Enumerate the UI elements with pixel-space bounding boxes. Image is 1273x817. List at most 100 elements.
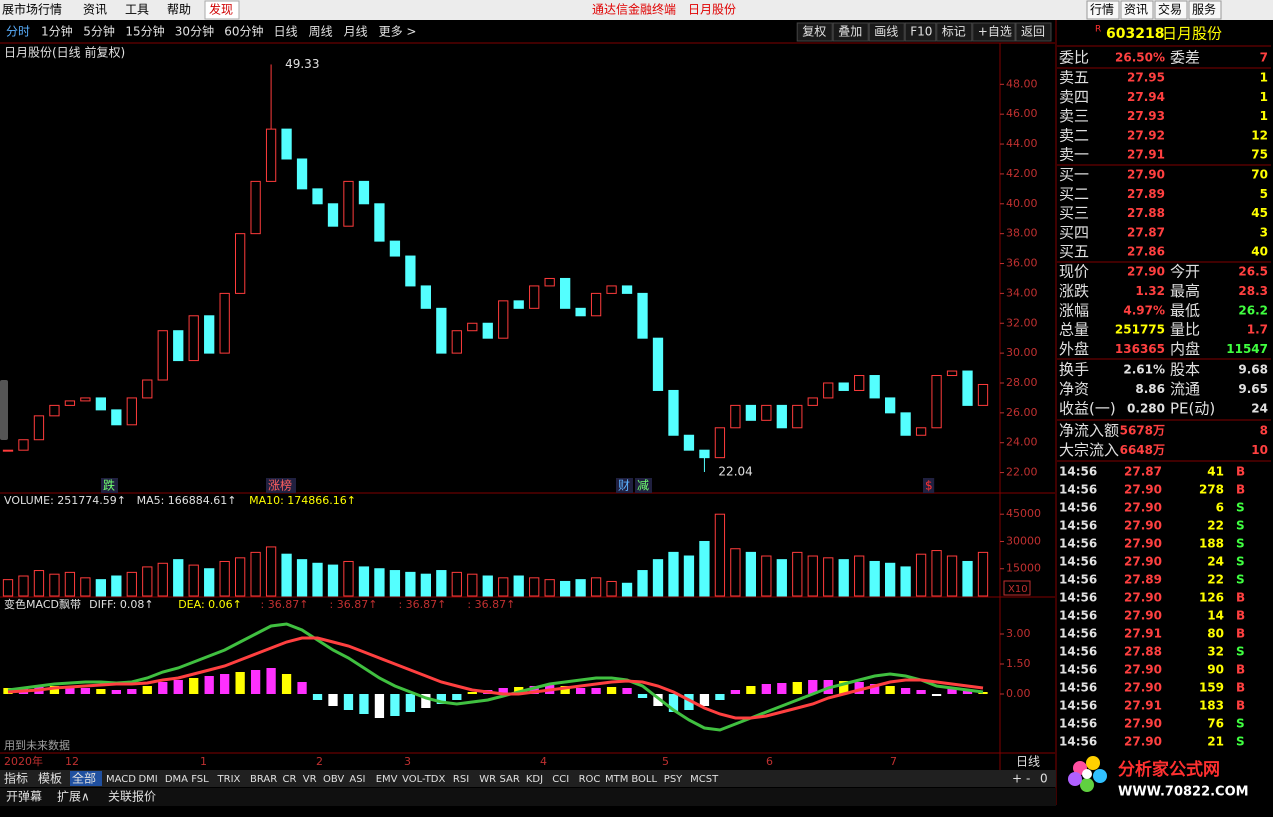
indicator-tab[interactable]: WR bbox=[479, 774, 496, 785]
tool-button[interactable] bbox=[868, 22, 905, 42]
tool-button-label[interactable]: 标记 bbox=[942, 25, 966, 39]
menu-item[interactable]: 帮助 bbox=[167, 3, 191, 17]
trade-side: S bbox=[1236, 573, 1245, 587]
event-marker[interactable]: 跌 bbox=[103, 478, 115, 493]
menu-button[interactable] bbox=[1188, 0, 1222, 20]
indicator-tab[interactable]: ASI bbox=[349, 774, 365, 785]
volume-bar bbox=[64, 571, 76, 597]
menu-button-label[interactable]: 资讯 bbox=[1124, 3, 1148, 17]
period-tab[interactable]: 更多 > bbox=[379, 25, 417, 39]
indicator-tab[interactable]: VR bbox=[303, 774, 317, 785]
indicator-tab[interactable]: FSL bbox=[191, 774, 209, 785]
indicator-tab[interactable]: ROC bbox=[579, 774, 601, 785]
indicator-tab[interactable]: TRIX bbox=[217, 774, 241, 785]
logo-title: 分析家公式网 bbox=[1118, 759, 1220, 780]
tool-button-label[interactable]: 叠加 bbox=[838, 25, 862, 39]
period-tab[interactable]: 15分钟 bbox=[125, 24, 164, 39]
tool-button[interactable] bbox=[1015, 22, 1052, 42]
footer-button[interactable]: 开弹幕 bbox=[6, 790, 42, 804]
footer-button[interactable]: 扩展∧ bbox=[57, 790, 90, 804]
indicator-tab[interactable]: PSY bbox=[664, 774, 683, 785]
zoom-button[interactable]: + bbox=[1012, 772, 1022, 786]
period-tab[interactable]: 分时 bbox=[6, 25, 30, 39]
indicator-tab[interactable]: RSI bbox=[453, 774, 469, 785]
event-marker[interactable]: 减 bbox=[637, 479, 649, 493]
volume-bar bbox=[95, 579, 107, 597]
quote-value: 27.86 bbox=[1127, 245, 1165, 259]
menu-item[interactable]: 发现 bbox=[209, 2, 233, 17]
volume-bar bbox=[33, 570, 45, 597]
menu-button-label[interactable]: 行情 bbox=[1090, 3, 1114, 17]
tool-button-label[interactable]: +自选 bbox=[978, 25, 1012, 39]
event-marker[interactable]: 财 bbox=[618, 479, 630, 493]
quote-value: 8 bbox=[1260, 424, 1268, 438]
tool-button[interactable] bbox=[904, 22, 937, 42]
quote-label: 大宗流入 bbox=[1059, 441, 1119, 459]
macd-bar bbox=[746, 686, 756, 694]
side-handle[interactable] bbox=[0, 380, 8, 440]
indicator-tab[interactable]: BRAR bbox=[250, 774, 277, 785]
indicator-tab[interactable]: 指标 bbox=[4, 771, 28, 786]
macd-bar bbox=[885, 686, 895, 694]
footer-button[interactable]: 关联报价 bbox=[108, 789, 156, 804]
tool-button-label[interactable]: F10 bbox=[910, 25, 932, 39]
menu-button[interactable] bbox=[1154, 0, 1188, 20]
indicator-tab[interactable]: OBV bbox=[323, 774, 344, 785]
indicator-tab[interactable]: VOL-TDX bbox=[402, 774, 445, 785]
period-tab[interactable]: 月线 bbox=[344, 25, 368, 39]
tool-button[interactable] bbox=[796, 22, 833, 42]
y-tick-label: 40.00 bbox=[1006, 197, 1038, 210]
indicator-tab[interactable]: EMV bbox=[376, 774, 398, 785]
tool-button-label[interactable]: 复权 bbox=[802, 25, 826, 39]
period-tab[interactable]: 60分钟 bbox=[224, 24, 263, 39]
candle bbox=[668, 389, 679, 436]
tool-button[interactable] bbox=[936, 22, 973, 42]
tool-button[interactable] bbox=[972, 22, 1016, 42]
event-marker[interactable]: 涨榜 bbox=[268, 478, 292, 493]
menu-button[interactable] bbox=[1086, 0, 1120, 20]
trade-side: B bbox=[1236, 465, 1245, 479]
menu-item[interactable]: 资讯 bbox=[83, 3, 107, 17]
indicator-tab[interactable]: CR bbox=[283, 774, 297, 785]
quote-value: 9.65 bbox=[1238, 382, 1268, 396]
period-tab[interactable]: 周线 bbox=[309, 25, 333, 39]
menu-button-label[interactable]: 交易 bbox=[1158, 2, 1182, 17]
zoom-button[interactable]: - bbox=[1026, 772, 1030, 786]
period-tab[interactable]: 30分钟 bbox=[175, 24, 214, 39]
tool-button[interactable] bbox=[832, 22, 869, 42]
macd-bar bbox=[158, 682, 168, 694]
period-tab[interactable]: 5分钟 bbox=[83, 24, 115, 39]
menu-item[interactable]: 工具 bbox=[125, 3, 149, 17]
indicator-tab[interactable]: CCI bbox=[552, 774, 569, 785]
indicator-tab[interactable]: SAR bbox=[500, 774, 520, 785]
macd-bar bbox=[808, 680, 818, 694]
trade-side: S bbox=[1236, 537, 1245, 551]
indicator-tab[interactable]: BOLL bbox=[631, 774, 657, 785]
menu-item[interactable]: 展市场行情 bbox=[2, 2, 62, 17]
indicator-tab[interactable]: MACD bbox=[106, 774, 136, 785]
indicator-tab[interactable]: 全部 bbox=[72, 771, 96, 786]
indicator-tab[interactable]: MCST bbox=[690, 774, 719, 785]
period-tab[interactable]: 1分钟 bbox=[41, 24, 73, 39]
indicator-tab[interactable]: 模板 bbox=[38, 772, 62, 786]
trade-side: S bbox=[1236, 717, 1245, 731]
indicator-label: MA5: 166884.61↑ bbox=[137, 494, 237, 507]
tool-button-label[interactable]: 画线 bbox=[874, 25, 898, 39]
indicator-tab[interactable]: KDJ bbox=[526, 774, 543, 785]
y-tick-label: 22.00 bbox=[1006, 466, 1038, 479]
menu-button-label[interactable]: 服务 bbox=[1192, 2, 1216, 17]
volume-bar bbox=[80, 577, 91, 597]
candle bbox=[142, 379, 153, 399]
indicator-tab[interactable]: DMA bbox=[165, 774, 188, 785]
event-marker[interactable]: $ bbox=[925, 479, 933, 493]
candle bbox=[343, 180, 354, 227]
menu-button[interactable] bbox=[1120, 0, 1154, 20]
indicator-tab[interactable]: MTM bbox=[605, 774, 628, 785]
tool-button-label[interactable]: 返回 bbox=[1021, 25, 1045, 39]
volume-bar bbox=[312, 562, 323, 597]
indicator-tab[interactable]: DMI bbox=[138, 774, 157, 785]
zoom-button[interactable]: 0 bbox=[1040, 772, 1048, 786]
period-tab[interactable]: 日线 bbox=[274, 25, 298, 39]
quote-label: 涨幅 bbox=[1059, 301, 1089, 319]
